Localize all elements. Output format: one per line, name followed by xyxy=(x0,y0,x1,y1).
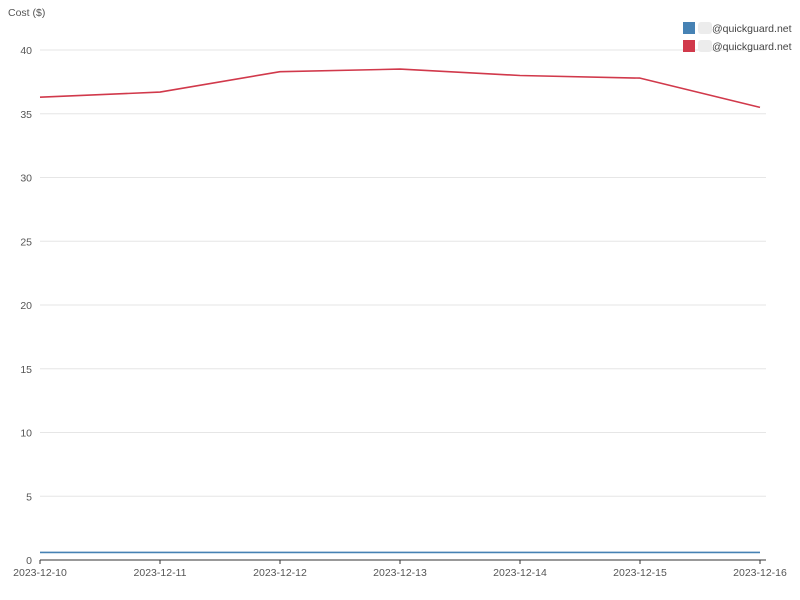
legend-swatch xyxy=(683,22,695,34)
series-line-1 xyxy=(39,68,761,109)
legend-label: @quickguard.net xyxy=(712,41,792,53)
series-lines xyxy=(39,68,761,554)
y-tick-label: 15 xyxy=(20,364,32,376)
y-tick-label: 0 xyxy=(26,555,32,567)
y-tick-label: 20 xyxy=(20,300,32,312)
legend[interactable]: @quickguard.net @quickguard.net xyxy=(683,22,792,53)
y-tick-label: 30 xyxy=(20,173,32,185)
legend-label: @quickguard.net xyxy=(712,23,792,35)
x-tick-label: 2023-12-14 xyxy=(493,567,547,579)
y-tick-label: 5 xyxy=(26,491,32,503)
y-tick-label: 35 xyxy=(20,109,32,121)
y-tick-label: 40 xyxy=(20,45,32,57)
y-axis: 0 5 10 15 20 25 30 35 40 xyxy=(20,45,32,567)
y-tick-label: 25 xyxy=(20,236,32,248)
y-axis-title: Cost ($) xyxy=(8,7,45,19)
x-tick-label: 2023-12-15 xyxy=(613,567,667,579)
x-tick-label: 2023-12-12 xyxy=(253,567,307,579)
x-axis: 2023-12-10 2023-12-11 2023-12-12 2023-12-13… xyxy=(13,559,787,579)
x-tick-label: 2023-12-16 xyxy=(733,567,787,579)
redacted-blur xyxy=(698,22,712,34)
x-tick-label: 2023-12-10 xyxy=(13,567,67,579)
y-tick-label: 10 xyxy=(20,428,32,440)
x-tick-label: 2023-12-13 xyxy=(373,567,427,579)
gridlines xyxy=(40,49,766,497)
legend-item-1[interactable]: @quickguard.net xyxy=(683,40,792,53)
legend-item-0[interactable]: @quickguard.net xyxy=(683,22,792,35)
x-tick-label: 2023-12-11 xyxy=(134,567,187,579)
legend-swatch xyxy=(683,40,695,52)
redacted-blur xyxy=(698,40,712,52)
